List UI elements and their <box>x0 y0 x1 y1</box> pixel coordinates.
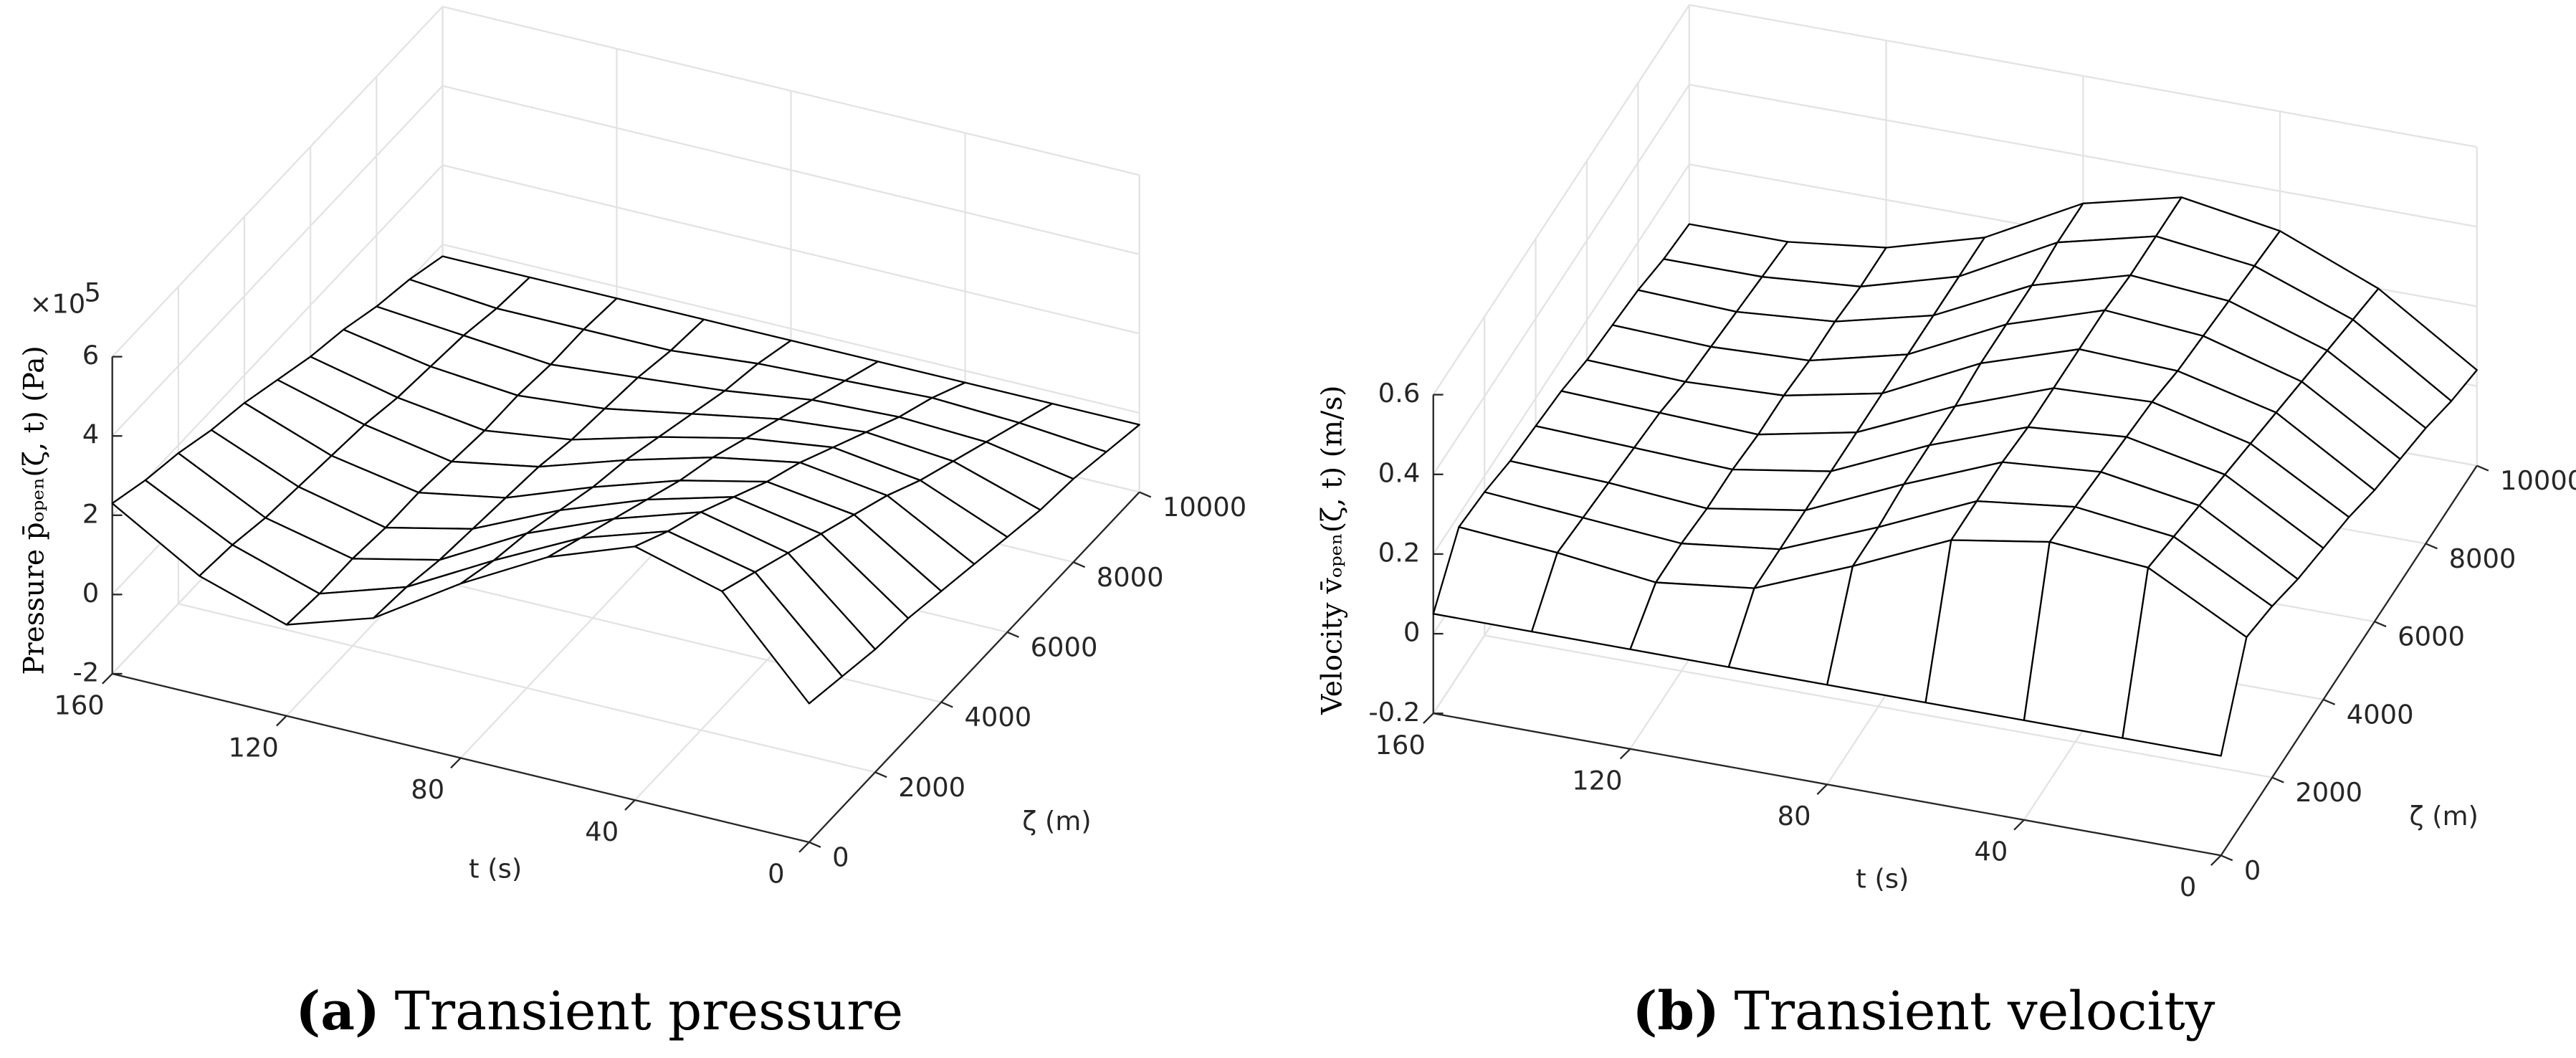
caption: (a) Transient pressure <box>295 981 903 1042</box>
y-tick <box>1006 631 1019 638</box>
z-multiplier: ×10 <box>29 289 85 320</box>
z-tick-label: 2 <box>82 498 99 529</box>
x-tick <box>276 715 287 727</box>
y-tick-label: 6000 <box>1031 632 1098 662</box>
x-tick-label: 80 <box>411 774 444 805</box>
y-tick-label: 4000 <box>2347 699 2414 730</box>
y-tick-label: 10000 <box>2500 465 2576 496</box>
y-tick-label: 10000 <box>1163 492 1246 523</box>
y-tick <box>874 771 887 778</box>
y-tick <box>940 701 953 708</box>
y-tick-label: 2000 <box>2295 777 2362 808</box>
y-axis-label: ζ (m) <box>2409 801 2478 831</box>
caption-text: Transient pressure <box>395 981 903 1042</box>
x-axis <box>1433 713 2221 857</box>
z-tick-label: -0.2 <box>1368 697 1420 728</box>
z-axis-label: Velocity v̄ₒₚₑₙ(ζ, t) (m/s) <box>1317 385 1349 715</box>
y-axis <box>808 491 1140 843</box>
caption-tag: (b) <box>1633 981 1719 1042</box>
x-axis-label: t (s) <box>469 854 522 885</box>
y-axis-label: ζ (m) <box>1022 806 1091 837</box>
z-tick-label: 4 <box>82 419 99 450</box>
x-axis-label: t (s) <box>1856 863 1909 894</box>
y-tick-label: 2000 <box>898 772 965 803</box>
y-tick <box>2271 776 2284 783</box>
y-tick-label: 0 <box>2244 855 2261 886</box>
x-tick-label: 120 <box>1572 765 1622 796</box>
x-tick <box>1423 713 1434 724</box>
x-tick-label: 80 <box>1778 801 1811 831</box>
x-tick-label: 40 <box>1974 836 2008 867</box>
z-tick-label: -2 <box>72 657 99 687</box>
z-tick-label: 0 <box>1403 617 1420 648</box>
y-tick <box>2425 543 2438 550</box>
y-tick-label: 8000 <box>1097 562 1164 593</box>
x-tick <box>1619 748 1631 760</box>
grid-line <box>1432 83 2477 475</box>
x-tick-label: 120 <box>228 732 278 763</box>
z-multiplier-exponent: 5 <box>85 277 101 308</box>
x-tick <box>2210 854 2222 867</box>
caption-text: Transient velocity <box>1735 981 2215 1042</box>
grid-line <box>111 164 1140 516</box>
grid-line <box>111 5 1140 358</box>
z-tick-label: 0.4 <box>1378 457 1421 488</box>
y-tick <box>2220 854 2233 862</box>
z-tick-label: 0.2 <box>1378 537 1421 568</box>
z-tick-label: 0.6 <box>1378 378 1421 409</box>
y-tick <box>1139 491 1152 498</box>
caption: (b) Transient velocity <box>1633 981 2215 1042</box>
grid-line <box>1432 4 2477 396</box>
y-tick <box>2323 698 2336 705</box>
x-tick-label: 0 <box>768 859 784 890</box>
y-tick <box>2476 464 2489 472</box>
x-tick <box>1816 783 1828 795</box>
y-tick-label: 0 <box>832 842 849 872</box>
z-axis-label: Pressure p̄ₒₚₑₙ(ζ, t) (Pa) <box>19 345 51 675</box>
x-tick <box>2013 819 2025 831</box>
y-axis <box>2220 465 2478 857</box>
z-tick-label: 6 <box>82 340 99 371</box>
surface-patch <box>2122 566 2248 757</box>
x-tick-label: 0 <box>2180 872 2196 902</box>
y-tick <box>808 841 821 848</box>
y-tick-label: 4000 <box>964 702 1031 733</box>
x-tick <box>798 842 810 853</box>
grid-line <box>111 85 1140 437</box>
y-tick-label: 6000 <box>2398 621 2465 652</box>
y-tick-label: 8000 <box>2449 543 2517 574</box>
z-tick-label: 0 <box>82 578 99 609</box>
x-tick <box>450 757 462 769</box>
x-tick-label: 160 <box>1375 730 1425 761</box>
x-tick <box>624 799 636 811</box>
y-tick <box>2374 621 2387 628</box>
x-tick-label: 40 <box>585 816 619 847</box>
x-tick <box>102 673 113 685</box>
x-tick-label: 160 <box>54 690 104 721</box>
y-tick <box>1073 561 1086 568</box>
caption-tag: (a) <box>295 981 380 1042</box>
surface-patch <box>721 571 844 705</box>
